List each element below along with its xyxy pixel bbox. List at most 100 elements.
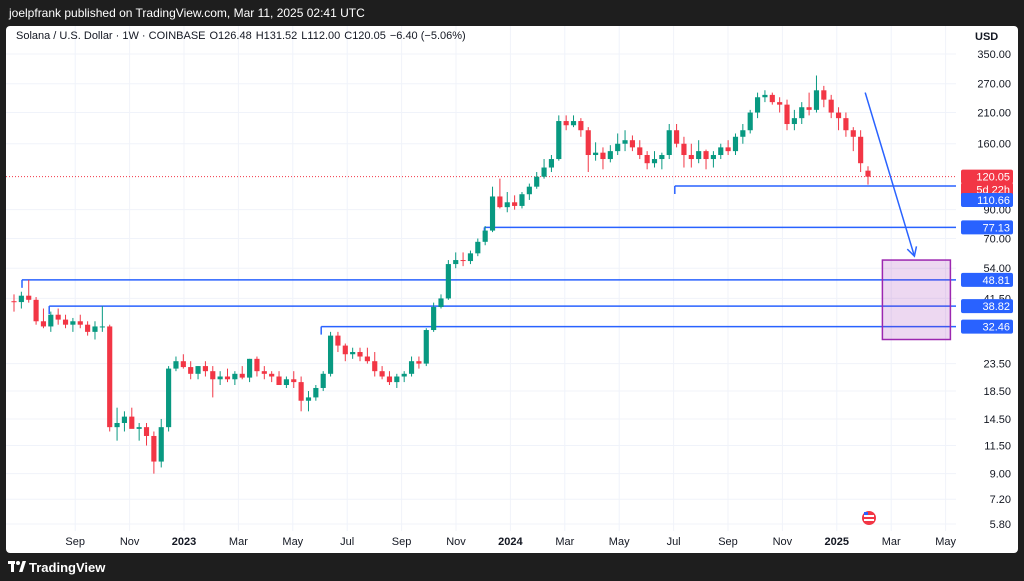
candle	[754, 92, 761, 119]
candle-body	[651, 159, 658, 164]
candle	[217, 371, 223, 386]
candle	[740, 124, 746, 144]
candle	[710, 151, 716, 168]
candle	[33, 297, 39, 325]
candle	[762, 90, 768, 103]
candle-body	[688, 155, 694, 160]
candle-body	[835, 112, 842, 119]
candle-body	[534, 176, 540, 187]
candle-body	[92, 326, 98, 332]
candle	[718, 143, 724, 160]
candle-body	[217, 376, 223, 380]
candle-body	[740, 130, 746, 137]
candle-body	[512, 202, 518, 206]
candle-body	[210, 371, 216, 380]
candle	[121, 411, 128, 432]
candle	[85, 321, 91, 336]
candle-body	[858, 136, 864, 164]
candle	[828, 94, 834, 119]
candle-body	[784, 104, 790, 125]
candle	[489, 186, 496, 233]
price-label: 38.82	[961, 299, 1013, 314]
candle	[26, 279, 32, 303]
svg-text:38.82: 38.82	[982, 301, 1010, 313]
candle	[865, 166, 871, 185]
candle	[858, 130, 864, 173]
arrow-head	[906, 246, 918, 258]
candle	[129, 407, 135, 429]
price-label: 120.05	[961, 169, 1013, 184]
candle-body	[416, 361, 422, 364]
candle	[364, 347, 370, 364]
candle	[467, 250, 474, 265]
candle	[593, 142, 599, 161]
candle-body	[305, 397, 312, 401]
candle-body	[674, 130, 680, 144]
price-chart[interactable]: 350.00 270.00 210.00 160.00 90.00 70.00 54.004…	[6, 26, 1018, 553]
price-label: 48.81	[961, 272, 1013, 287]
candle	[637, 140, 643, 160]
candle-body	[563, 121, 569, 126]
candle	[408, 356, 415, 377]
candle	[659, 152, 665, 170]
candle	[298, 376, 304, 412]
candle	[541, 159, 547, 179]
y-tick-label: 18.50	[983, 386, 1011, 398]
candle	[423, 328, 429, 367]
candle	[99, 306, 105, 332]
candle	[143, 422, 150, 446]
x-tick-label: Jul	[340, 536, 354, 548]
candle	[791, 109, 797, 131]
candle	[725, 140, 731, 156]
candle-body	[489, 196, 496, 231]
y-tick-label: 23.50	[983, 359, 1011, 371]
y-tick-label: 5.80	[990, 519, 1011, 531]
candle	[497, 178, 503, 209]
candle-body	[335, 335, 341, 346]
x-tick-label: Mar	[229, 536, 248, 548]
x-tick-label: 2023	[172, 536, 196, 548]
candle-body	[666, 130, 672, 156]
candle	[835, 107, 842, 131]
candle-body	[504, 202, 510, 208]
candle-body	[703, 151, 709, 160]
candle-body	[615, 143, 621, 152]
x-tick-label: 2025	[825, 536, 849, 548]
candle-body	[408, 361, 415, 374]
y-tick-label: 160.00	[977, 139, 1011, 151]
candle	[70, 317, 76, 332]
candle-body	[843, 118, 849, 131]
candle	[394, 373, 400, 388]
candle-body	[519, 194, 525, 206]
candle-body	[460, 260, 466, 262]
candle	[799, 102, 805, 125]
candle-body	[114, 422, 120, 428]
y-tick-label: 210.00	[977, 108, 1011, 120]
x-tick-label: Nov	[773, 536, 793, 548]
candle-body	[828, 99, 834, 113]
chart-panel[interactable]: 350.00 270.00 210.00 160.00 90.00 70.00 54.004…	[6, 26, 1018, 553]
currency-label: USD	[975, 31, 998, 43]
candle	[379, 366, 385, 380]
candle-body	[40, 321, 47, 327]
candle-body	[445, 264, 451, 299]
candle	[11, 294, 17, 312]
candle-body	[401, 373, 407, 377]
price-label: 110.66	[961, 192, 1013, 207]
x-tick-label: Jul	[667, 536, 681, 548]
candle	[261, 366, 267, 380]
candle	[166, 366, 172, 432]
candle-body	[637, 147, 643, 156]
candle-body	[467, 253, 474, 262]
flag-icon	[862, 511, 876, 525]
candle-body	[85, 324, 91, 332]
candle	[504, 192, 510, 213]
x-tick-label: May	[282, 536, 303, 548]
candle-body	[423, 330, 429, 364]
y-tick-label: 54.00	[983, 263, 1011, 275]
candle-body	[143, 427, 150, 436]
candle-body	[585, 130, 591, 156]
candle-body	[342, 345, 348, 355]
candle-body	[578, 121, 584, 131]
candle	[813, 75, 820, 113]
